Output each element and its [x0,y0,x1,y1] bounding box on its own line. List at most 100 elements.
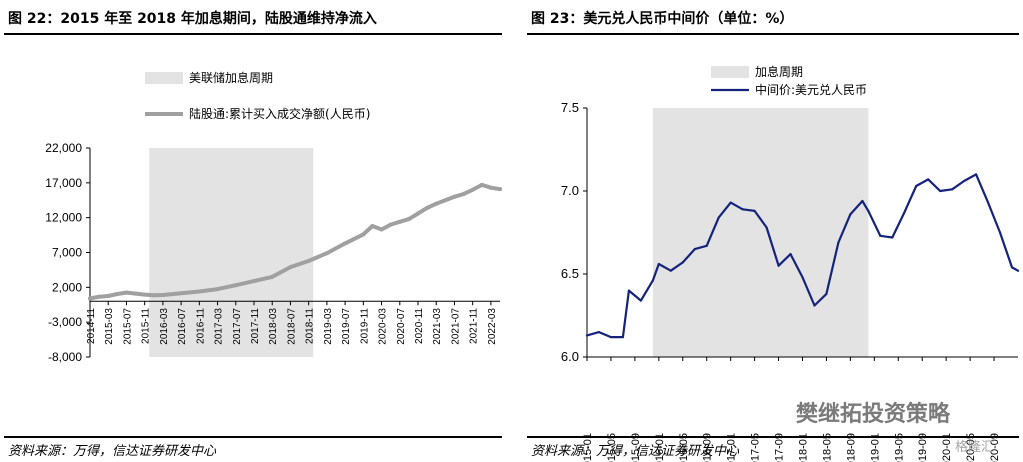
data-point [97,294,102,299]
data-point [963,179,966,183]
data-point [434,201,439,206]
right-figure-panel: 图 23：美元兑人民币中间价（单位：%） 6.0 6.5 7.0 7.5 2015-01… [523,0,1023,462]
x-tick-label: 2019-07 [341,308,352,345]
y-tick-label: 7,000 [52,246,82,260]
data-point [927,178,930,181]
y-tick-label: 2,000 [52,280,82,294]
data-point [801,276,804,279]
x-tick-label: 2018-05 [821,433,833,462]
data-point [115,291,120,296]
x-tick-label: 2021-03 [432,308,443,345]
x-tick-label: 2019-11 [359,308,370,344]
data-point [388,222,393,227]
data-point [837,241,840,244]
legend-label-series: 中间价:美元兑人民币 [755,82,867,97]
data-point [939,189,942,193]
y-tick-label: 22,000 [45,141,82,155]
data-point [461,191,466,196]
data-point [252,279,256,284]
data-point [361,232,366,237]
x-tick-label: 2018-07 [286,308,297,345]
data-point [705,244,708,247]
data-point [849,213,852,216]
x-tick-label: 2015-03 [104,308,115,345]
left-figure-title: 图 22：2015 年至 2018 年加息期间，陆股通维持净流入 [8,11,377,27]
data-point [717,216,720,219]
x-tick-label: 2016-05 [678,433,690,462]
x-tick-label: 2020-01 [941,433,953,462]
x-tick-label: 2021-07 [450,308,461,345]
data-point [879,234,882,237]
x-tick-label: 2017-09 [774,433,786,462]
data-point [124,290,129,295]
y-tick-label: 7.0 [561,183,579,198]
x-tick-label: 2015-01 [582,433,594,462]
data-point [813,304,816,307]
data-point [741,208,744,211]
data-point [270,274,275,279]
x-tick-label: 2016-09 [702,433,714,462]
x-tick-label: 2022-03 [487,308,498,345]
data-point [693,248,696,251]
data-point [903,211,906,214]
x-tick-label: 2016-07 [177,308,188,345]
right-source-rule [527,436,1019,438]
data-point [215,287,220,292]
data-point [765,226,768,229]
y-tick-label: -8,000 [48,350,82,364]
data-point [324,251,329,256]
data-point [179,291,184,296]
x-tick-label: 2015-09 [630,433,642,462]
data-point [1010,266,1014,269]
data-point [142,292,147,297]
x-tick-label: 2016-01 [654,433,666,462]
legend-swatch-shaded [711,66,749,78]
x-tick-label: 2019-05 [893,433,905,462]
x-tick-label: 2017-07 [232,308,243,345]
data-point [825,292,828,296]
x-tick-label: 2016-11 [195,308,206,344]
data-point [651,279,654,282]
data-point [479,182,484,187]
data-point [597,331,601,334]
x-tick-label: 2017-03 [214,308,225,345]
left-source-rule [4,436,502,438]
data-point [891,236,894,239]
data-point [452,194,457,199]
data-point [160,292,165,297]
x-tick-label: 2018-03 [268,308,279,345]
data-point [951,188,954,191]
data-point [233,283,238,288]
data-point [633,294,636,297]
data-point [488,185,493,190]
data-point [343,241,348,246]
series-line [585,173,1020,339]
right-figure-title: 图 23：美元兑人民币中间价（单位：%） [531,11,794,27]
x-tick-label: 2018-09 [845,433,857,462]
data-point [974,173,978,176]
y-tick-label: 7.5 [561,100,579,115]
shaded-period [149,148,314,357]
y-tick-label: -3,000 [48,315,82,329]
x-tick-label: 2014-11 [86,308,97,344]
y-tick-label: 12,000 [45,211,82,225]
data-point [197,289,202,294]
data-point [406,217,411,222]
y-tick-label: 6.0 [561,349,579,364]
data-point [986,201,990,204]
x-tick-label: 2018-11 [305,308,316,344]
data-point [151,293,156,298]
data-point [106,294,111,299]
data-point [416,211,420,216]
x-tick-label: 2015-05 [606,433,618,462]
x-tick-label: 2017-11 [250,308,261,344]
data-point [627,289,631,292]
data-point [669,269,672,272]
data-point [861,199,864,203]
x-tick-label: 2016-03 [159,308,170,345]
x-tick-label: 2019-09 [917,433,929,462]
x-tick-label: 2020-07 [396,308,407,345]
x-tick-label: 2019-01 [869,433,881,462]
left-figure-panel: 图 22：2015 年至 2018 年加息期间，陆股通维持净流入 -8,000 -… [0,0,506,462]
x-tick-label: 2019-03 [323,308,334,345]
